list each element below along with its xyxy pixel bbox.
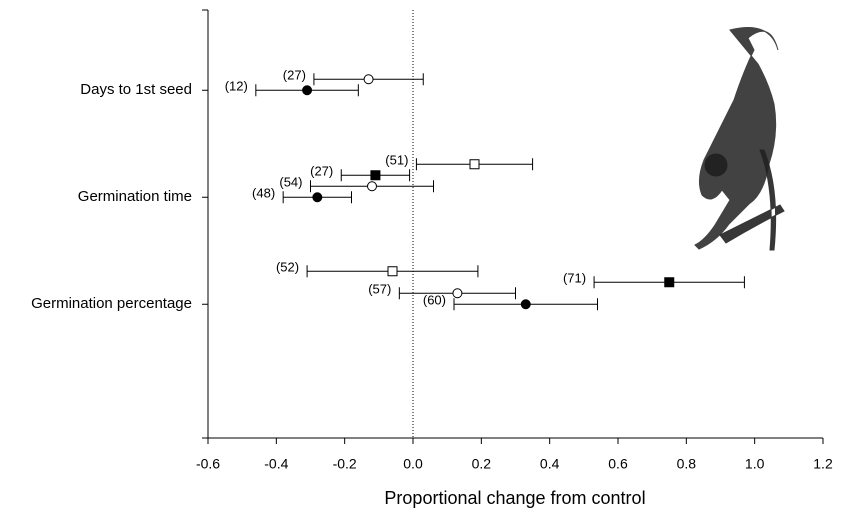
marker bbox=[469, 159, 480, 170]
x-tick-label: 0.8 bbox=[677, 456, 697, 472]
sample-size-label: (71) bbox=[563, 271, 586, 286]
sample-size-label: (27) bbox=[310, 164, 333, 179]
marker bbox=[367, 181, 377, 192]
x-tick-label: 1.0 bbox=[745, 456, 765, 472]
marker bbox=[520, 299, 531, 310]
x-tick-label: -0.2 bbox=[333, 456, 357, 472]
marker bbox=[312, 192, 323, 203]
sample-size-label: (52) bbox=[276, 260, 299, 275]
marker bbox=[452, 288, 463, 299]
sample-size-label: (48) bbox=[252, 186, 275, 201]
marker bbox=[387, 266, 398, 277]
sample-size-label: (57) bbox=[368, 282, 391, 297]
x-tick-label: 0.0 bbox=[403, 456, 423, 472]
x-axis-label: Proportional change from control bbox=[384, 488, 645, 508]
x-tick-label: -0.4 bbox=[264, 456, 288, 472]
sample-size-label: (12) bbox=[225, 79, 248, 94]
x-tick-label: -0.6 bbox=[196, 456, 220, 472]
sample-size-label: (60) bbox=[423, 293, 446, 308]
marker bbox=[302, 85, 313, 96]
y-tick-label: Germination time bbox=[78, 188, 192, 205]
monkey-illustration bbox=[694, 27, 785, 251]
y-tick-label: Days to 1st seed bbox=[80, 81, 192, 98]
x-tick-label: 0.4 bbox=[540, 456, 560, 472]
sample-size-label: (51) bbox=[385, 153, 408, 168]
sample-size-label: (54) bbox=[279, 175, 302, 190]
x-tick-label: 0.2 bbox=[472, 456, 492, 472]
marker bbox=[664, 277, 675, 288]
x-tick-label: 1.2 bbox=[813, 456, 833, 472]
x-tick-label: 0.6 bbox=[608, 456, 628, 472]
marker bbox=[363, 74, 374, 85]
sample-size-label: (27) bbox=[283, 68, 306, 83]
y-tick-label: Germination percentage bbox=[31, 295, 192, 312]
marker bbox=[370, 170, 381, 181]
